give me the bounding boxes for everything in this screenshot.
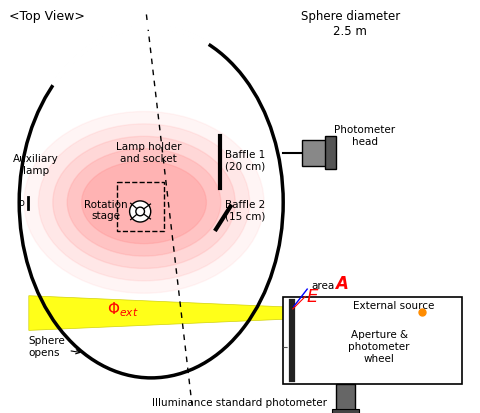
Text: $\Phi_{ext}$: $\Phi_{ext}$: [107, 301, 138, 319]
Text: Rotation
stage: Rotation stage: [84, 200, 127, 221]
Text: Sphere diameter
2.5 m: Sphere diameter 2.5 m: [301, 10, 400, 38]
Ellipse shape: [53, 136, 235, 268]
Text: Photometer
head: Photometer head: [334, 126, 396, 147]
Text: Baffle 2
(15 cm): Baffle 2 (15 cm): [225, 200, 265, 221]
Bar: [325, 136, 336, 169]
Ellipse shape: [82, 161, 206, 244]
Polygon shape: [29, 296, 294, 330]
Text: <Top View>: <Top View>: [9, 10, 84, 23]
Bar: [336, 384, 355, 411]
Ellipse shape: [38, 124, 250, 281]
Bar: [283, 297, 462, 384]
Text: o: o: [19, 198, 24, 208]
Text: $\bfit{A}$: $\bfit{A}$: [334, 275, 348, 293]
Text: Sphere
opens: Sphere opens: [29, 336, 80, 358]
Text: Aperture &
photometer
wheel: Aperture & photometer wheel: [348, 330, 410, 363]
Text: $\it{E}$: $\it{E}$: [306, 288, 320, 306]
Text: Auxiliary
lamp: Auxiliary lamp: [13, 154, 59, 176]
Text: Illuminance standard photometer: Illuminance standard photometer: [153, 398, 327, 408]
Text: External source: External source: [353, 301, 434, 311]
Bar: [332, 409, 359, 413]
Ellipse shape: [67, 149, 221, 256]
Ellipse shape: [24, 112, 264, 293]
Text: area: area: [311, 281, 334, 291]
Bar: [302, 140, 326, 166]
Bar: [117, 182, 164, 231]
Circle shape: [130, 201, 151, 222]
Text: Lamp holder
and socket: Lamp holder and socket: [116, 142, 181, 164]
Text: Baffle 1
(20 cm): Baffle 1 (20 cm): [225, 150, 265, 172]
Circle shape: [136, 207, 144, 216]
